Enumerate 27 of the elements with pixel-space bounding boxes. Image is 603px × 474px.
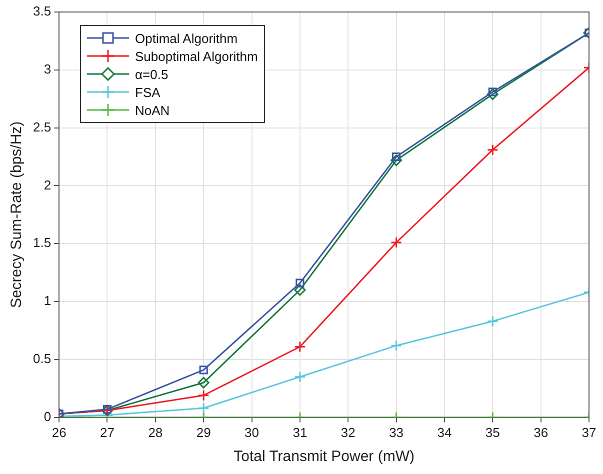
y-tick-label: 0 [44,408,52,424]
x-tick-label: 37 [582,424,596,440]
y-tick-label: 3 [44,61,52,76]
y-tick-label: 2.5 [32,119,52,134]
x-tick-label: 27 [100,424,114,440]
x-tick-label: 30 [244,424,260,440]
legend-label: NoAN [135,102,170,118]
x-tick-label: 26 [52,424,66,440]
x-tick-label: 31 [292,424,308,440]
y-tick-label: 1 [44,293,52,308]
x-axis-title: Total Transmit Power (mW) [234,448,414,466]
x-tick-label: 28 [148,424,163,440]
x-tick-label: 35 [485,424,500,440]
legend-label: Optimal Algorithm [135,30,238,46]
x-tick-label: 32 [340,424,356,440]
legend-label: Suboptimal Algorithm [135,48,258,64]
y-axis-title: Secrecy Sum-Rate (bps/Hz) [8,121,26,308]
x-tick-label: 33 [389,424,404,440]
legend-label: α=0.5 [135,66,168,82]
x-tick-label: 36 [534,424,548,440]
y-tick-label: 2 [44,177,52,192]
x-tick-label: 34 [437,424,452,440]
x-tick-label: 29 [196,424,211,440]
legend-label: FSA [135,84,160,100]
y-tick-label: 1.5 [32,235,52,250]
y-tick-label: 3.5 [32,4,52,19]
y-tick-label: 0.5 [32,351,52,366]
